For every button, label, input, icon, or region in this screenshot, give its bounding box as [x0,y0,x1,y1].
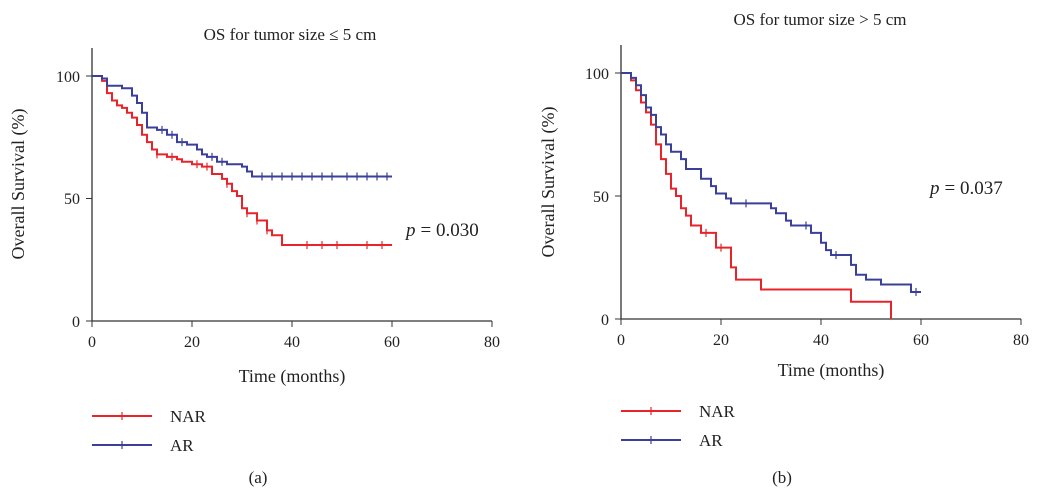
panel-b-ytick-label: 100 [585,66,609,83]
panel-a-xtick-label: 0 [88,334,96,351]
panel-a-y-axis-label: Overall Survival (%) [8,109,29,260]
panel-a-xtick-label: 60 [384,334,400,351]
panel-a-p-symbol: p [404,220,416,241]
panel-b-p-value-text: = 0.037 [945,178,1003,199]
panel-a-legend: NAR AR [92,407,207,455]
panel-b-ytick-label: 0 [601,312,609,329]
panel-b-caption: (b) [772,468,792,487]
panel-a-legend-ar-label: AR [170,436,194,455]
panel-a-ytick-label: 50 [64,191,80,208]
panel-a-p-value: p = 0.030 [404,220,479,241]
panel-a-ytick-label: 0 [72,314,80,331]
panel-b-ytick-label: 50 [593,189,609,206]
panel-b-nar-curve [621,72,892,319]
panel-a-x-axis-label: Time (months) [239,366,346,387]
panel-a-p-value-text: = 0.030 [421,220,479,241]
panel-a-axes [86,48,493,327]
panel-a-xtick-label: 40 [284,334,300,351]
panel-b-xtick-label: 60 [913,332,929,349]
panel-a-legend-nar-label: NAR [170,407,207,426]
panel-b-chart: OS for tumor size > 5 cm 100 50 0 0 20 4… [538,10,1029,487]
panel-a-chart: OS for tumor size ≤ 5 cm 100 50 0 0 20 4… [8,25,500,487]
panel-b-legend: NAR AR [621,402,736,450]
panel-a-xtick-label: 80 [484,334,500,351]
panel-b-y-axis-label: Overall Survival (%) [538,107,559,258]
panel-b-plot-area [621,72,921,319]
panel-b-legend-nar-label: NAR [699,402,736,421]
panel-a-plot-area [92,75,392,250]
panel-b-legend-ar-label: AR [699,431,723,450]
panel-b-p-symbol: p [928,178,940,199]
panel-b-x-axis-label: Time (months) [778,360,885,381]
panel-b-axes [615,45,1022,325]
panel-b-xtick-label: 80 [1013,332,1029,349]
panel-b-xtick-label: 40 [813,332,829,349]
panel-a-title: OS for tumor size ≤ 5 cm [204,25,377,44]
panel-a-ytick-label: 100 [56,69,80,86]
panel-b-p-value: p = 0.037 [928,178,1003,199]
panel-a-ar-curve [92,75,392,178]
panel-a-nar-curve [92,75,392,247]
panel-b-title: OS for tumor size > 5 cm [734,10,907,29]
panel-b-ar-curve [621,72,921,293]
panel-a-xtick-label: 20 [184,334,200,351]
panel-b-xtick-label: 20 [713,332,729,349]
panel-b-xtick-label: 0 [617,332,625,349]
panel-a-caption: (a) [249,468,268,487]
